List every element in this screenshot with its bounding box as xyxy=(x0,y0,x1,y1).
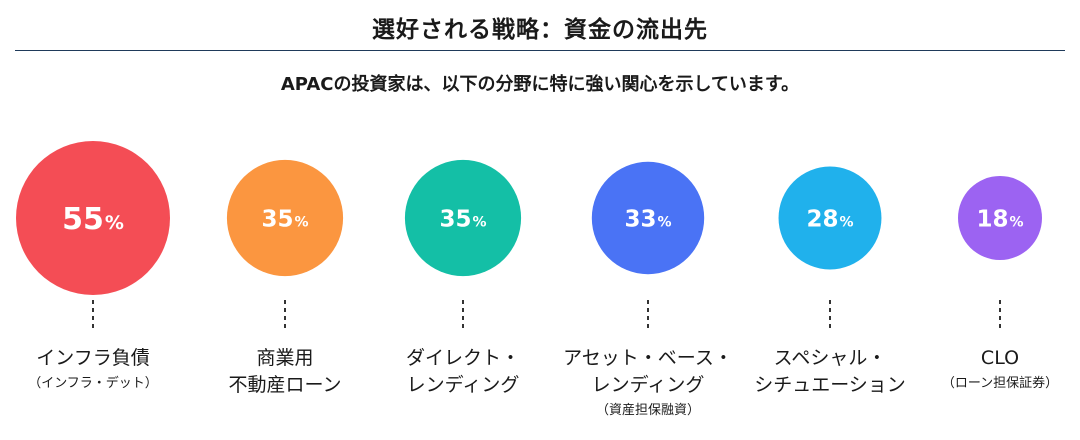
category-5-value-unit: % xyxy=(1009,214,1023,230)
title-divider xyxy=(15,50,1065,51)
category-0-label-line-0: インフラ負債 xyxy=(36,347,149,369)
category-4-value-number: 28 xyxy=(806,206,838,232)
category-3-label-line-1: レンディング xyxy=(592,374,705,396)
category-4-group: 28% スペシャル・シチュエーション xyxy=(754,166,906,396)
category-3-label-note: （資産担保融資） xyxy=(596,402,700,418)
category-1-label-line-0: 商業用 xyxy=(256,347,313,369)
category-5-bubble xyxy=(958,176,1042,260)
category-2-group: 35% ダイレクト・レンディング xyxy=(404,159,522,396)
category-5-label-line-0: CLO xyxy=(981,347,1019,369)
category-1-value-label: 35% xyxy=(261,206,308,232)
category-4-label-line-0: スペシャル・ xyxy=(774,347,887,369)
category-5-value-label: 18% xyxy=(976,206,1023,232)
category-3-value-label: 33% xyxy=(624,206,671,232)
chart-title: 選好される戦略：資金の流出先 xyxy=(372,17,708,43)
category-2-bubble xyxy=(404,159,522,277)
category-1-value-unit: % xyxy=(294,214,308,230)
category-0-label-note: （インフラ・デット） xyxy=(28,375,158,391)
category-2-value-label: 35% xyxy=(439,206,486,232)
category-3-label-line-0: アセット・ベース・ xyxy=(563,347,733,369)
chart-subtitle: APACの投資家は、以下の分野に特に強い関心を示しています。 xyxy=(280,74,800,95)
category-0-value-label: 55% xyxy=(62,202,124,237)
category-0-value-number: 55 xyxy=(62,202,104,237)
category-2-label-line-0: ダイレクト・ xyxy=(406,347,520,369)
category-2-value-number: 35 xyxy=(439,206,471,232)
category-1-bubble xyxy=(226,159,344,277)
category-4-bubble xyxy=(778,166,882,270)
category-4-label-line-1: シチュエーション xyxy=(754,374,906,396)
category-4-value-unit: % xyxy=(839,214,853,230)
category-4-value-label: 28% xyxy=(806,206,853,232)
category-2-value-unit: % xyxy=(472,214,486,230)
category-5-group: 18% CLO （ローン担保証券） xyxy=(942,176,1058,391)
category-1-label-line-1: 不動産ローン xyxy=(228,374,341,396)
category-5-label-note: （ローン担保証券） xyxy=(942,375,1058,391)
category-2-label-line-1: レンディング xyxy=(407,374,520,396)
category-1-value-number: 35 xyxy=(261,206,293,232)
category-5-value-number: 18 xyxy=(976,206,1008,232)
category-0-group: 55% インフラ負債 （インフラ・デット） xyxy=(16,141,170,391)
category-0-bubble xyxy=(16,141,170,295)
category-3-value-unit: % xyxy=(657,214,671,230)
category-3-group: 33% アセット・ベース・レンディング （資産担保融資） xyxy=(563,161,733,418)
category-0-value-unit: % xyxy=(105,212,124,234)
category-3-bubble xyxy=(591,161,705,275)
category-3-value-number: 33 xyxy=(624,206,656,232)
